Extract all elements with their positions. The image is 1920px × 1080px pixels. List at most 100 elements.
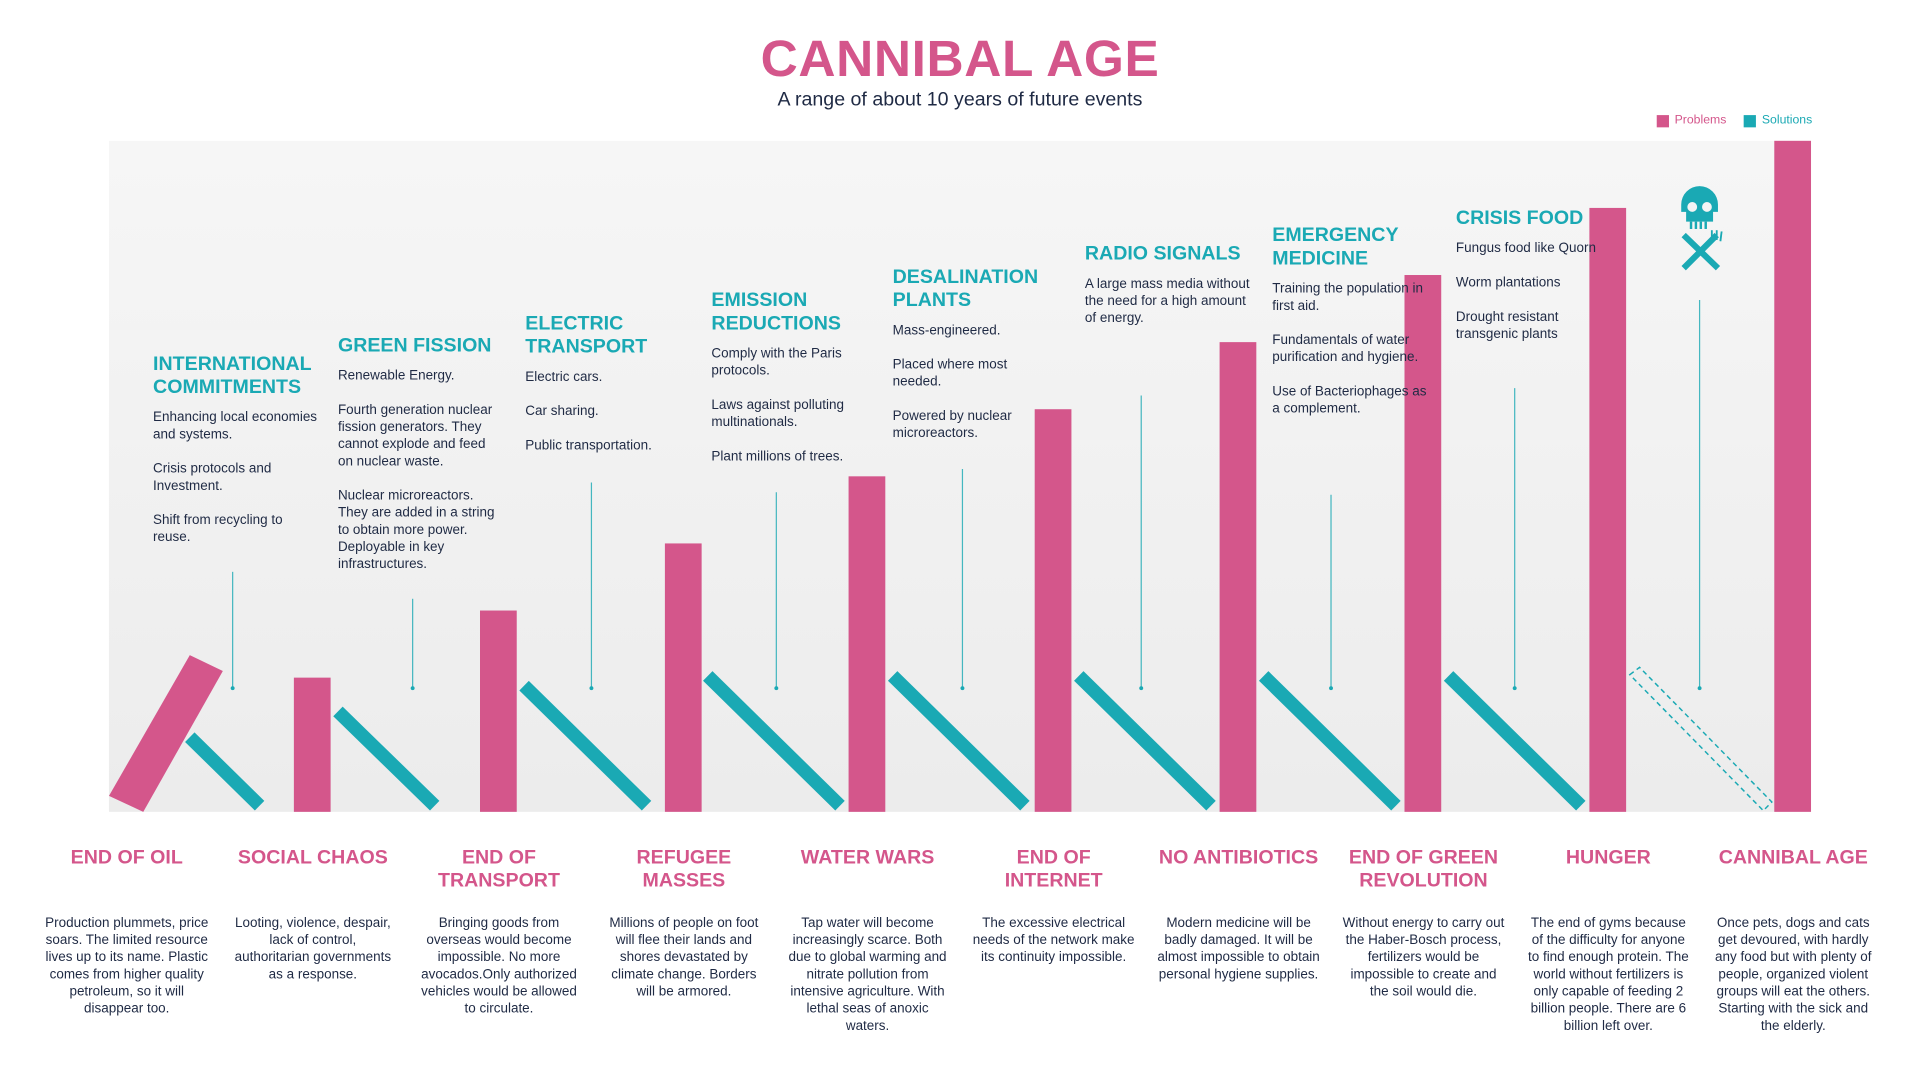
solution-item: Worm plantations — [1455, 275, 1561, 291]
legend-label: Problems — [1674, 113, 1727, 128]
legend-swatch — [1743, 114, 1756, 127]
plot-background — [108, 140, 1812, 812]
legend-solutions: Solutions — [1743, 113, 1813, 128]
problem-block: WATER WARS Tap water will become increasi… — [785, 846, 950, 1035]
solution-bar — [703, 671, 845, 811]
solution-item: Laws against polluting multinationals. — [711, 397, 844, 430]
solution-item: Training the population in first aid. — [1272, 281, 1424, 314]
connector-dot — [774, 686, 779, 691]
solution-item: Placed where most needed. — [892, 357, 1008, 390]
solution-item: Fungus food like Quorn — [1455, 241, 1596, 256]
legend: Problems Solutions — [1656, 114, 1812, 127]
solution-bar — [1074, 671, 1216, 811]
problem-title: END OF OIL — [70, 847, 183, 869]
solution-block: ELECTRIC TRANSPORT Electric cars. Car shar… — [525, 312, 690, 471]
solution-block: RADIO SIGNALS A large mass media without … — [1085, 242, 1250, 344]
problem-title: HUNGER — [1565, 847, 1651, 869]
solution-bar — [185, 732, 265, 811]
solution-bar — [887, 671, 1030, 811]
problem-bar-tilted — [108, 655, 223, 812]
problem-title: NO ANTIBIOTICS — [1158, 847, 1319, 869]
connector-dot — [1512, 686, 1517, 691]
solution-item: Electric cars. — [525, 369, 603, 385]
solution-item: Public transportation. — [525, 438, 652, 454]
connector-dot — [589, 686, 594, 691]
solution-title: EMISSION REDUCTIONS — [711, 290, 841, 335]
legend-label: Solutions — [1761, 113, 1813, 128]
solution-block: EMERGENCY MEDICINE Training the populatio… — [1272, 224, 1437, 435]
problem-bar — [1404, 275, 1442, 812]
problem-description: Modern medicine will be badly damaged. I… — [1157, 915, 1320, 983]
solution-title: INTERNATIONAL COMMITMENTS — [153, 353, 312, 398]
solution-item: Shift from recycling to reuse. — [153, 513, 283, 545]
solution-item: Fundamentals of water purification and h… — [1272, 333, 1419, 365]
solution-bar — [333, 706, 440, 811]
solution-item: Enhancing local economies and systems. — [153, 410, 318, 443]
solution-block: EMISSION REDUCTIONS Comply with the Paris… — [711, 289, 876, 482]
problem-description: Without energy to carry out the Haber-Bo… — [1342, 915, 1505, 1000]
problem-bar — [848, 476, 886, 812]
problem-block: CANNIBAL AGE Once pets, dogs and cats get… — [1711, 846, 1876, 1035]
connector-dot — [230, 686, 235, 691]
solution-item: Nuclear microreactors. They are added in… — [337, 488, 495, 572]
problem-block: NO ANTIBIOTICS Modern medicine will be ba… — [1156, 846, 1321, 983]
connector-dot — [960, 686, 965, 691]
solution-title: ELECTRIC TRANSPORT — [525, 313, 648, 358]
connector-dot — [1697, 686, 1702, 691]
solution-item: Car sharing. — [525, 404, 599, 419]
legend-swatch — [1656, 114, 1669, 127]
problem-block: HUNGER The end of gyms because of the dif… — [1526, 846, 1691, 1035]
problem-block: SOCIAL CHAOS Looting, violence, despair, … — [230, 846, 395, 983]
problem-description: Millions of people on foot will flee the… — [609, 915, 759, 1000]
connector-dot — [1139, 686, 1144, 691]
solution-block: DESALINATION PLANTS Mass-engineered. Place… — [893, 266, 1058, 459]
solution-item: Fourth generation nuclear fission genera… — [337, 402, 493, 469]
solution-item: Plant millions of trees. — [711, 449, 844, 465]
solution-title: CRISIS FOOD — [1455, 208, 1584, 229]
problem-title: END OF TRANSPORT — [438, 847, 560, 892]
solution-title: DESALINATION PLANTS — [892, 266, 1039, 312]
solution-title: GREEN FISSION — [337, 335, 492, 357]
solution-bar — [519, 680, 652, 811]
problem-description: The excessive electrical needs of the ne… — [972, 915, 1135, 965]
connector-dot — [1329, 686, 1333, 691]
problem-bar — [1219, 342, 1257, 812]
connector-dot — [410, 686, 415, 691]
problem-block: REFUGEE MASSES Millions of people on foot… — [601, 846, 766, 1000]
page-subtitle: A range of about 10 years of future even… — [777, 89, 1143, 111]
solution-block: INTERNATIONAL COMMITMENTS Enhancing local… — [153, 353, 318, 564]
solution-item: Crisis protocols and Investment. — [153, 461, 272, 494]
problem-description: Once pets, dogs and cats get devoured, w… — [1715, 915, 1872, 1034]
solution-item: A large mass media without the need for … — [1084, 276, 1250, 326]
problem-description: Tap water will become increasingly scarc… — [788, 915, 947, 1034]
problem-title: END OF INTERNET — [1004, 847, 1103, 892]
solution-item: Drought resistant transgenic plants — [1455, 309, 1559, 342]
problem-description: Bringing goods from overseas would becom… — [421, 915, 577, 1017]
problem-description: Looting, violence, despair, lack of cont… — [234, 915, 392, 983]
problem-bar — [480, 610, 517, 812]
problem-block: END OF INTERNET The excessive electrical … — [971, 846, 1136, 966]
solution-title: EMERGENCY MEDICINE — [1272, 225, 1399, 270]
problem-description: The end of gyms because of the difficult… — [1527, 915, 1689, 1034]
problem-bar — [664, 543, 702, 812]
solution-item: Use of Bacteriophages as a complement. — [1272, 384, 1427, 417]
problem-block: END OF OIL Production plummets, price soa… — [44, 846, 209, 1017]
solution-item: Powered by nuclear microreactors. — [892, 408, 1012, 441]
page-title: CANNIBAL AGE — [760, 29, 1160, 87]
solution-block: CRISIS FOOD Fungus food like Quorn Worm pl… — [1456, 207, 1621, 360]
problem-bar — [1034, 409, 1072, 812]
solution-title: RADIO SIGNALS — [1084, 243, 1241, 265]
solution-item: Renewable Energy. — [337, 368, 455, 384]
problem-title: REFUGEE MASSES — [636, 847, 732, 892]
solution-bar — [1443, 671, 1586, 811]
problem-bar — [1589, 207, 1627, 812]
problem-description: Production plummets, price soars. The li… — [45, 915, 209, 1017]
solution-bar-dashed — [1628, 666, 1773, 812]
problem-title: CANNIBAL AGE — [1718, 847, 1868, 869]
solution-item: Mass-engineered. — [892, 323, 1001, 338]
problem-title: END OF GREEN REVOLUTION — [1348, 847, 1499, 892]
problem-block: END OF TRANSPORT Bringing goods from over… — [416, 846, 581, 1017]
skull-fork-knife-icon — [1681, 186, 1723, 271]
legend-problems: Problems — [1656, 114, 1726, 127]
